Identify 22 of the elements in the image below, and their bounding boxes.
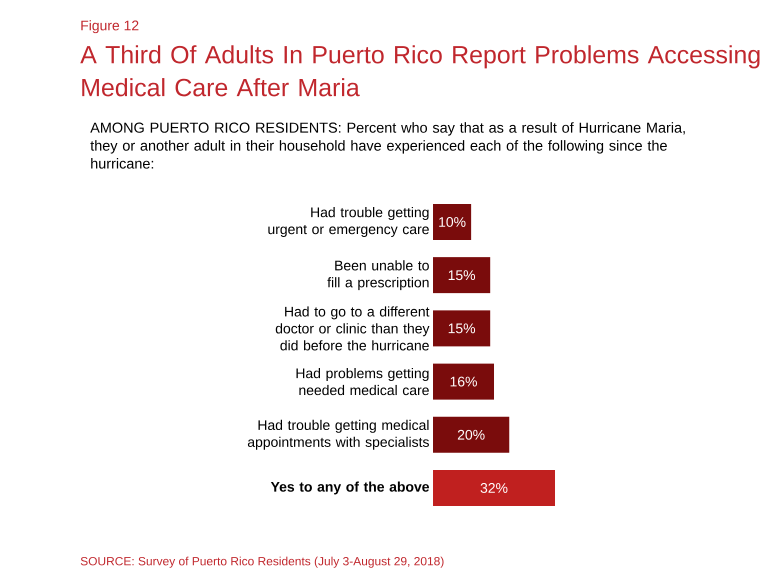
data-label: 16% xyxy=(450,376,477,387)
y-tick-label: Yes to any of the above xyxy=(270,481,430,494)
bar xyxy=(433,257,490,294)
chart-subtitle: AMONG PUERTO RICO RESIDENTS: Percent who say that as a result of Hurricane Maria, they or another adult in their household have experienced each of the following since the hurricane: xyxy=(90,122,685,169)
y-tick-label: Had trouble getting urgent or emergency care xyxy=(268,207,429,237)
bar xyxy=(433,310,490,346)
y-tick-label: Had to go to a different doctor or clinic than they did before the hurricane xyxy=(276,306,430,350)
bar xyxy=(433,470,556,506)
source-note: SOURCE: Survey of Puerto Rico Residents (July 3-August 29, 2018) xyxy=(80,556,444,568)
y-tick-label: Had problems getting needed medical care xyxy=(296,368,429,396)
caption: Figure 12 xyxy=(81,20,138,34)
data-label: 15% xyxy=(448,323,476,334)
data-label: 32% xyxy=(480,483,508,493)
y-tick-label: Had trouble getting medical appointments with specialists xyxy=(248,420,429,450)
data-label: 10% xyxy=(439,217,466,227)
bar xyxy=(433,204,472,240)
data-label: 15% xyxy=(448,270,476,280)
bar xyxy=(433,416,510,453)
chart-title: A Third Of Adults In Puerto Rico Report Problems Accessing Medical Care After Maria xyxy=(80,45,760,96)
y-tick-label: Been unable to fill a prescription xyxy=(327,260,429,290)
bar xyxy=(433,364,494,400)
data-label: 20% xyxy=(458,430,485,440)
